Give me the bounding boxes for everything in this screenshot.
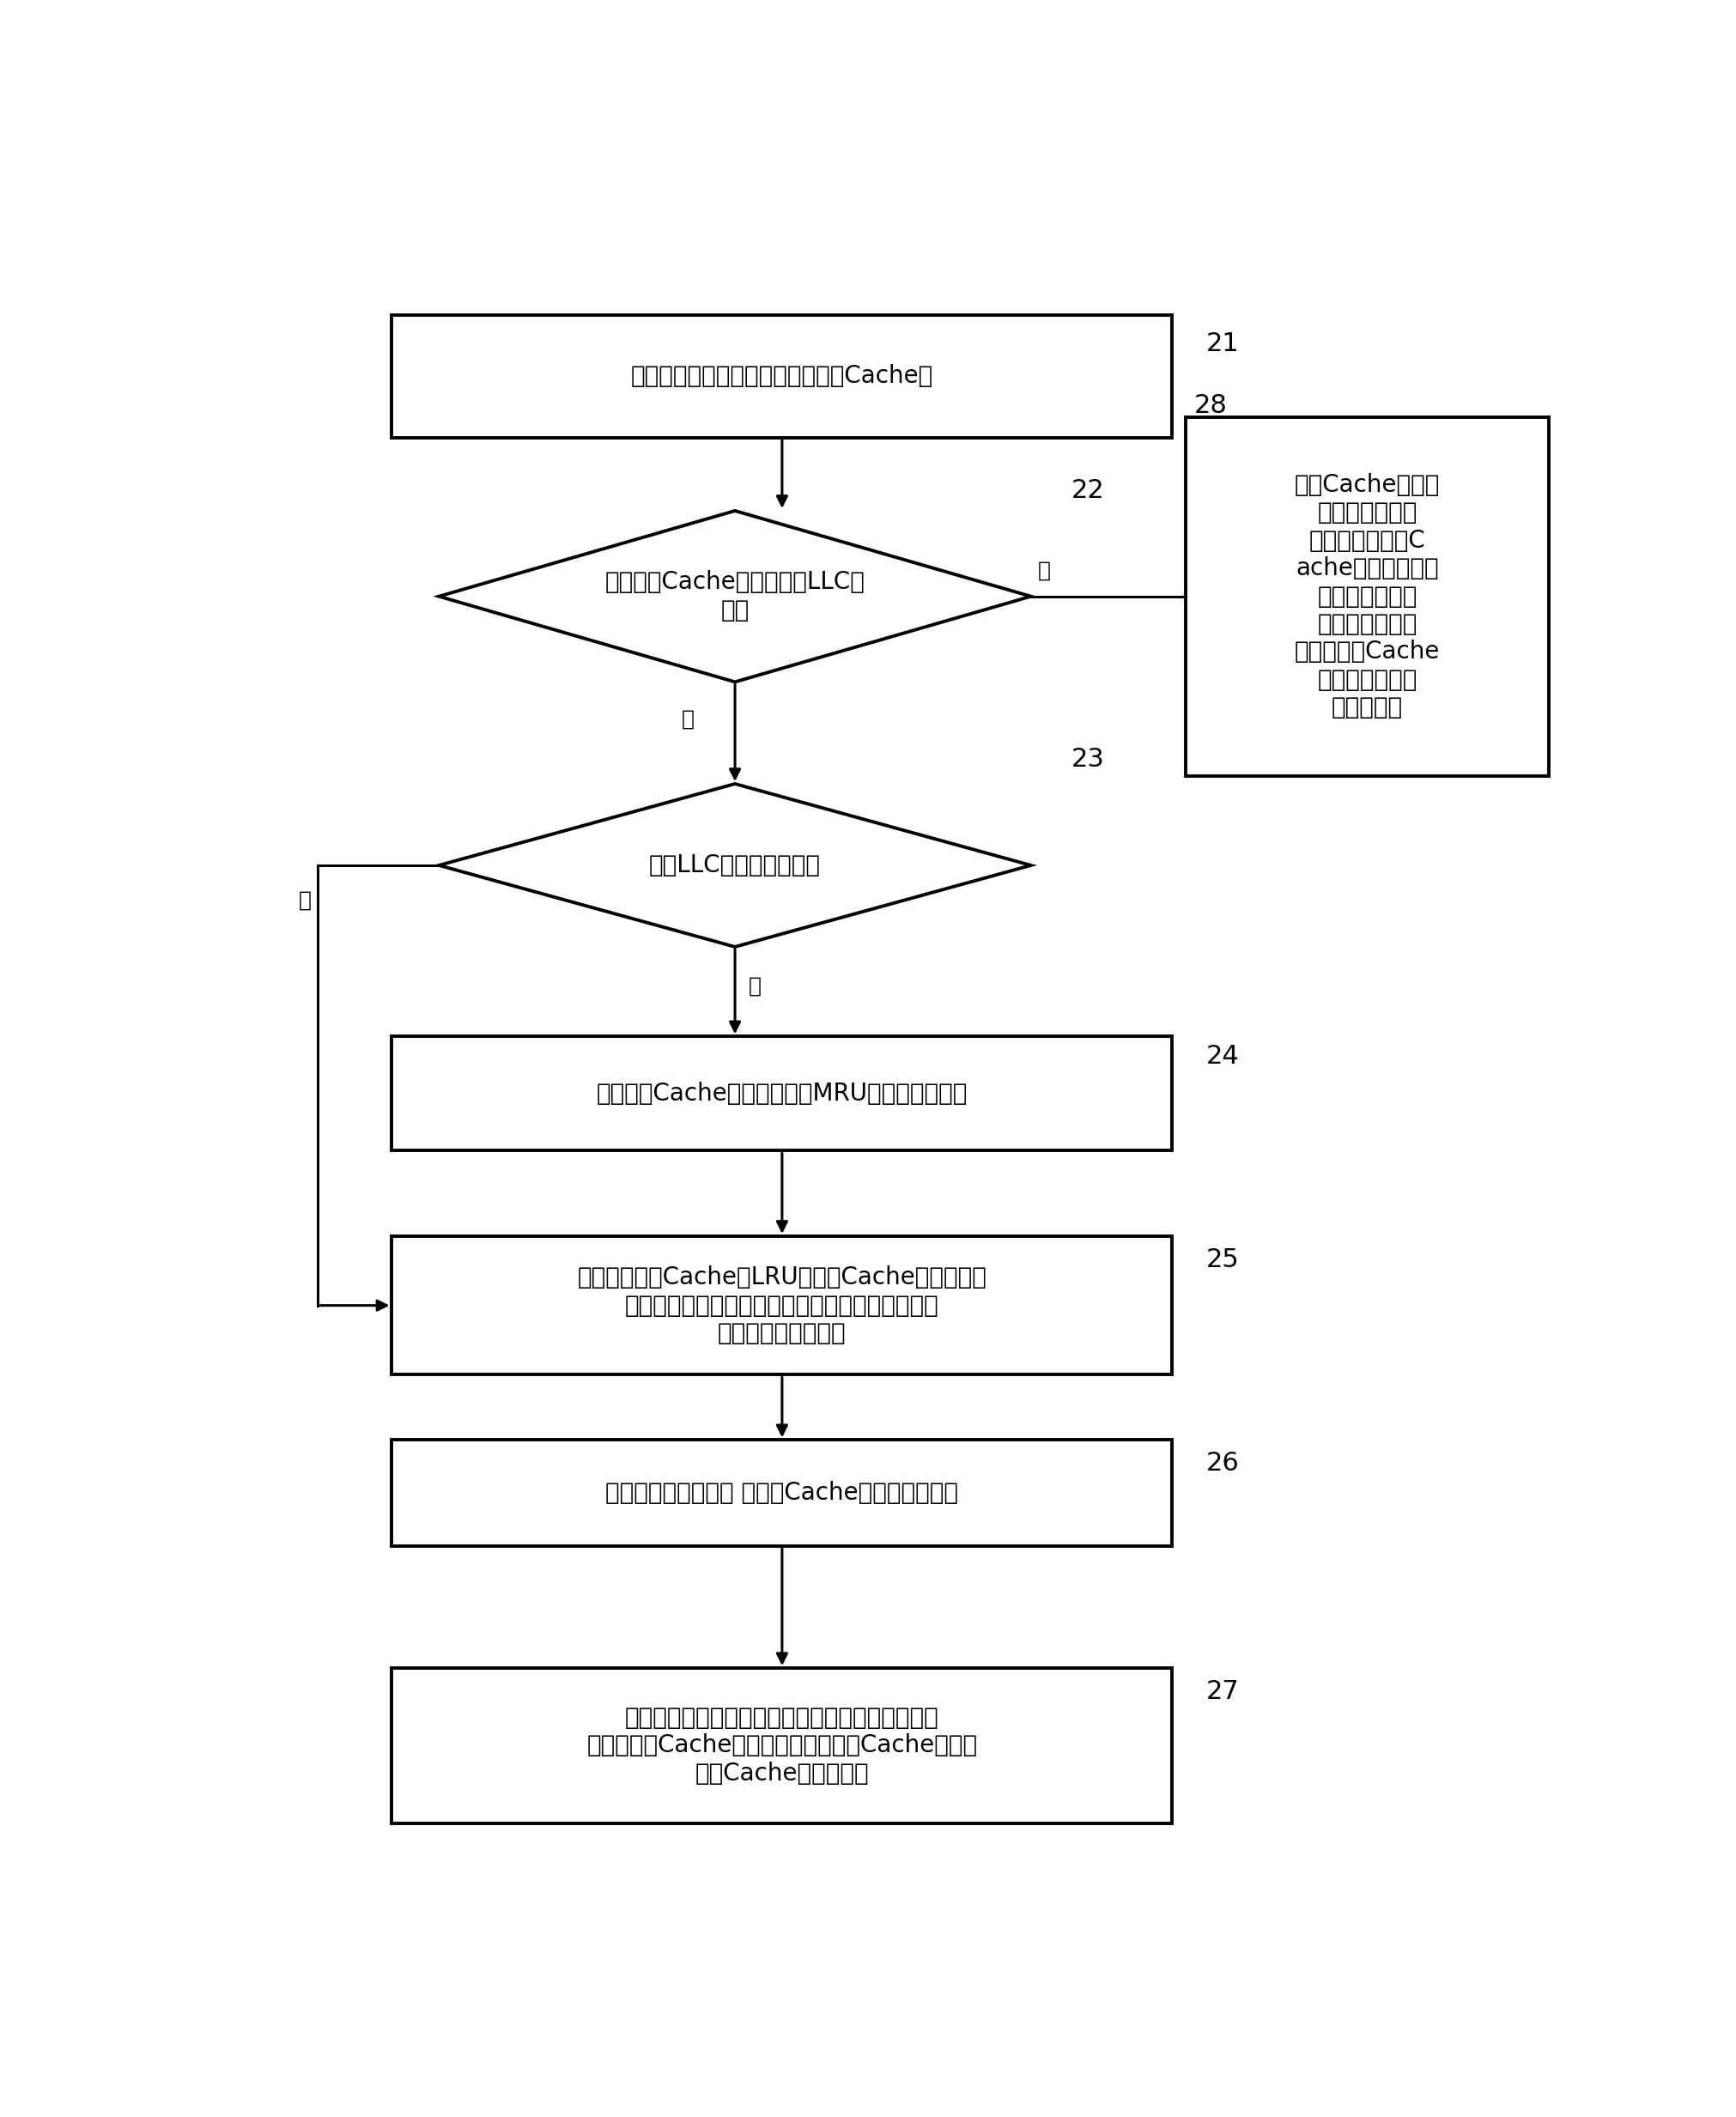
Bar: [392, 1668, 1172, 1823]
Text: 26: 26: [1207, 1450, 1240, 1476]
Text: 将新调入Cache行放入最靠近MRU位置的一空行中: 将新调入Cache行放入最靠近MRU位置的一空行中: [597, 1082, 967, 1105]
Text: 28: 28: [1194, 394, 1227, 417]
Text: 21: 21: [1207, 330, 1240, 356]
Text: 是: 是: [748, 976, 762, 995]
Bar: [392, 1440, 1172, 1545]
Text: 根据替换优先级，按照替换优先级有序原则，将优
先级最高的Cache行换出，并将新调入Cache行存入
目标Cache的对应位置: 根据替换优先级，按照替换优先级有序原则，将优 先级最高的Cache行换出，并将新…: [587, 1706, 977, 1785]
Text: 根据Cache一致性
状态和操作类型
，计算当前访问C
ache行的替换优先
级，按照替换优
先级有序原则，
对当前访问Cache
行进行替换优先
级的升降级: 根据Cache一致性 状态和操作类型 ，计算当前访问C ache行的替换优先 级…: [1295, 472, 1441, 720]
Text: 25: 25: [1207, 1247, 1240, 1272]
Bar: [1186, 417, 1549, 775]
Bar: [392, 1037, 1172, 1152]
Text: 根据操作类型，更新 新调入Cache行的替换优先级: 根据操作类型，更新 新调入Cache行的替换优先级: [606, 1482, 958, 1505]
Text: 根据当前数据的访问地址确定目标Cache组: 根据当前数据的访问地址确定目标Cache组: [630, 364, 934, 387]
Polygon shape: [439, 510, 1031, 682]
Text: 是: 是: [1038, 561, 1050, 580]
Text: 否: 否: [682, 709, 694, 728]
Text: 22: 22: [1071, 478, 1104, 504]
Bar: [392, 1236, 1172, 1374]
Bar: [392, 315, 1172, 438]
Polygon shape: [439, 783, 1031, 946]
Text: 判断LLC中是否存在空行: 判断LLC中是否存在空行: [649, 853, 821, 876]
Text: 27: 27: [1207, 1679, 1240, 1704]
Text: 否: 否: [299, 889, 311, 910]
Text: 判断目标Cache地址是否在LLC中
命中: 判断目标Cache地址是否在LLC中 命中: [604, 569, 865, 622]
Text: 24: 24: [1207, 1044, 1240, 1069]
Text: 选择处于目标Cache的LRU位置的Cache行作为替换
候选行，且如果该替换候选行数据被修改过，将该
替换候选行数据回写: 选择处于目标Cache的LRU位置的Cache行作为替换 候选行，且如果该替换候…: [578, 1266, 986, 1344]
Text: 23: 23: [1071, 747, 1104, 773]
